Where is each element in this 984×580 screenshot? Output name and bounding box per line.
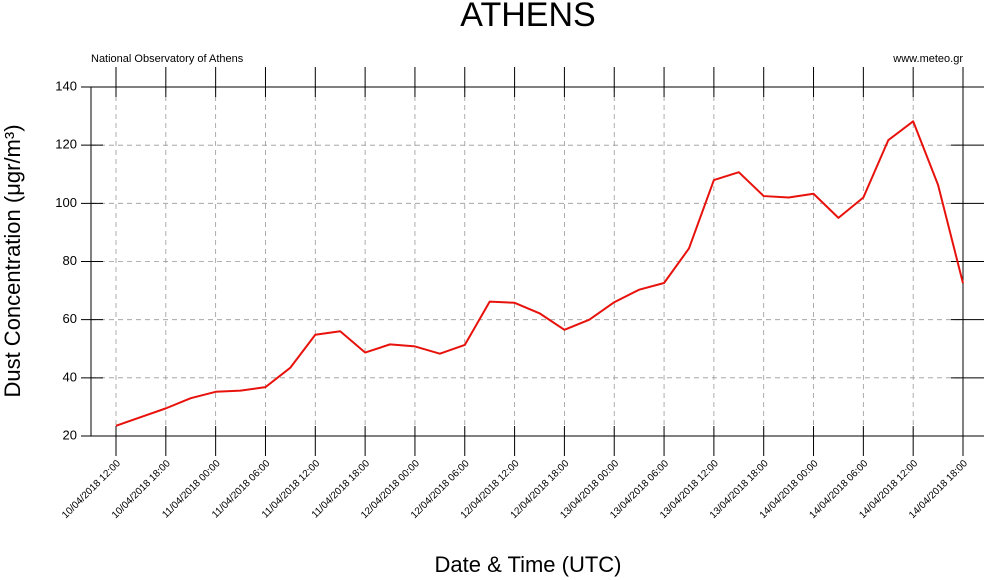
y-axis-label: Dust Concentration (μgr/m³) xyxy=(0,124,25,397)
y-tick-label: 80 xyxy=(63,253,77,268)
data-line xyxy=(115,120,964,427)
plot-frame xyxy=(90,86,964,437)
chart-title: ATHENS xyxy=(460,0,595,34)
subtitle-right: www.meteo.gr xyxy=(892,53,963,65)
y-tick-label: 100 xyxy=(55,195,77,210)
y-tick-label: 40 xyxy=(63,369,77,384)
y-tick-label: 20 xyxy=(63,427,77,442)
subtitle-left: National Observatory of Athens xyxy=(91,53,244,65)
y-tick-label: 140 xyxy=(55,78,77,93)
x-axis-label: Date & Time (UTC) xyxy=(434,552,621,577)
y-tick-label: 120 xyxy=(55,137,77,152)
y-tick-label: 60 xyxy=(63,311,77,326)
